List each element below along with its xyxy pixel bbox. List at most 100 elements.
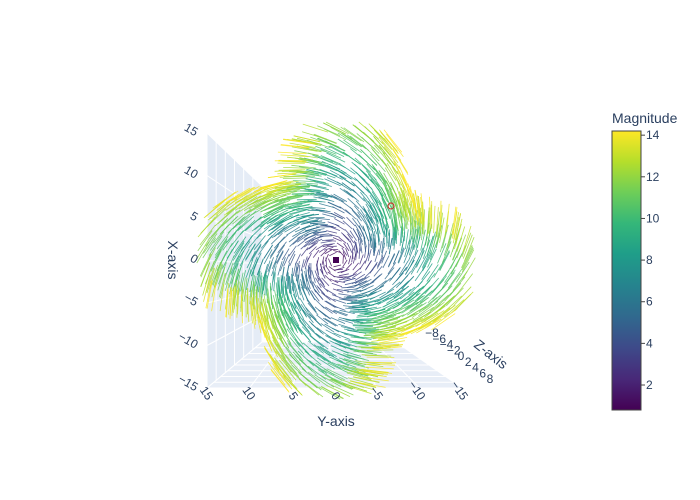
cone: [350, 301, 368, 304]
cone: [268, 303, 278, 328]
cone: [436, 211, 441, 237]
cone: [271, 260, 277, 277]
cone: [206, 267, 215, 294]
cone: [308, 340, 324, 354]
cone: [393, 150, 409, 175]
cone: [405, 229, 409, 250]
cone: [288, 204, 310, 210]
cone: [294, 282, 300, 300]
cone: [456, 226, 466, 252]
cone: [424, 301, 445, 318]
cone: [367, 249, 372, 262]
cone: [287, 185, 311, 188]
cone: [433, 205, 436, 234]
cone: [424, 277, 440, 295]
cone: [272, 190, 298, 198]
cone: [312, 154, 334, 163]
cone: [388, 253, 396, 268]
cone: [314, 290, 324, 301]
cone: [328, 258, 332, 267]
cone: [406, 188, 415, 216]
cone: [322, 369, 343, 381]
cone: [330, 317, 346, 324]
cone: [264, 200, 286, 211]
cone: [366, 349, 394, 351]
cone: [325, 257, 327, 267]
colorbar-title: Magnitude: [612, 110, 678, 126]
cone: [302, 309, 314, 324]
cone: [355, 200, 367, 214]
cone: [254, 305, 262, 334]
cone: [395, 193, 404, 219]
cone: [285, 346, 302, 365]
cone: [432, 282, 449, 300]
cone: [225, 288, 229, 318]
cone: [388, 238, 393, 255]
cone: [357, 239, 362, 252]
cone: [358, 175, 373, 190]
cone: [436, 207, 439, 235]
cone: [374, 231, 377, 248]
cone: [354, 340, 378, 344]
x-tick-label: −10: [176, 329, 201, 351]
cone: [361, 281, 375, 289]
cone: [367, 361, 397, 364]
cone: [339, 175, 355, 187]
cone: [328, 266, 336, 272]
cone: [386, 281, 401, 294]
cone: [262, 194, 287, 205]
cone: [370, 153, 386, 173]
colorbar-tick-label: 14: [646, 128, 660, 142]
cone: [462, 234, 473, 259]
cone: [401, 194, 409, 220]
cone: [357, 306, 378, 311]
cone: [392, 148, 409, 174]
cone: [374, 249, 380, 263]
cone: [267, 257, 274, 273]
cone: [426, 235, 434, 257]
cone: [352, 303, 371, 307]
cone: [292, 351, 310, 369]
cone: [218, 272, 226, 298]
cone: [453, 286, 472, 307]
cone: [272, 363, 291, 386]
cone: [410, 249, 419, 267]
cone: [371, 337, 398, 342]
cone: [330, 384, 354, 396]
cone: [325, 329, 341, 339]
cone: [282, 177, 308, 179]
cone: [317, 137, 340, 148]
cone: [316, 192, 334, 198]
cone: [322, 266, 328, 275]
cone: [311, 270, 316, 283]
cone: [416, 218, 420, 241]
cone: [439, 251, 451, 271]
cone: [338, 323, 355, 330]
cone: [378, 337, 408, 344]
cone: [358, 154, 376, 171]
cone: [302, 318, 315, 333]
cone: [371, 191, 383, 209]
colorbar: [611, 130, 642, 411]
cone: [408, 237, 415, 256]
cone: [312, 349, 330, 363]
cone: [384, 267, 395, 280]
cone: [292, 262, 297, 276]
cone: [264, 274, 267, 296]
cone: [217, 206, 238, 225]
cone: [360, 149, 378, 166]
cone: [373, 318, 399, 326]
cone: [339, 309, 355, 314]
cone: [315, 145, 337, 155]
cone: [315, 217, 330, 220]
cone: [338, 340, 358, 348]
cone: [434, 308, 458, 326]
cone: [343, 242, 350, 252]
cone: [366, 289, 382, 298]
cone: [270, 328, 284, 352]
cone: [402, 204, 407, 229]
cone: [263, 345, 280, 371]
cone: [316, 357, 335, 370]
cone: [311, 235, 324, 241]
cone: [263, 249, 273, 265]
